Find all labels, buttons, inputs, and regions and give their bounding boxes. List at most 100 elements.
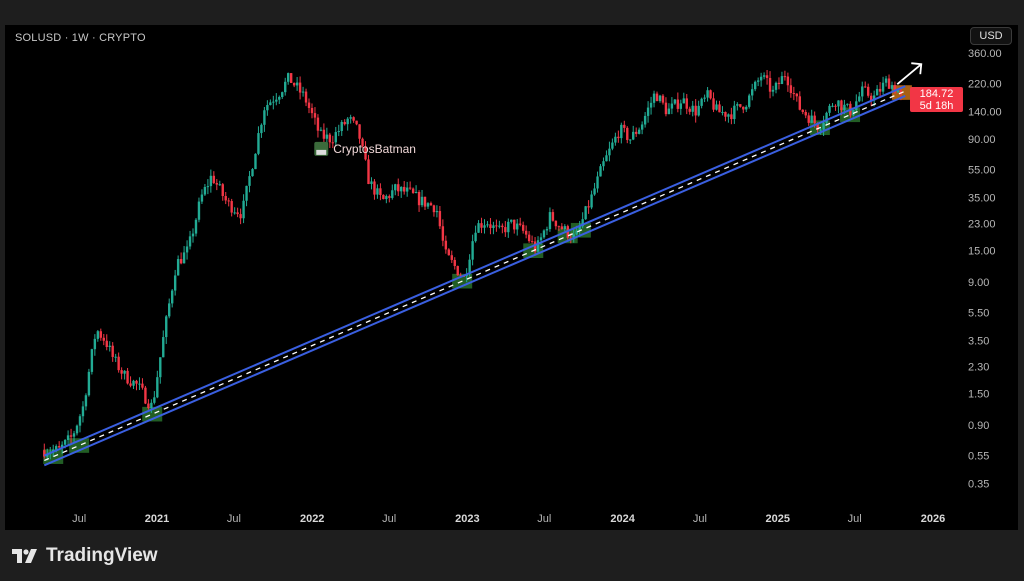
candle-up [548,212,552,230]
candle-up [266,105,269,111]
y-tick-label: 1.50 [968,388,989,400]
candle-up [545,229,549,231]
candle-up [736,104,739,106]
candle-down [801,109,804,112]
price-chart[interactable]: 360.00 220.00 140.00 90.00 55.00 35.00 23.00 15… [5,25,1018,530]
y-tick-label: 0.55 [968,451,989,463]
candle-down [212,175,216,184]
candle-up [578,226,581,231]
candle-down [221,184,224,197]
candle-up [114,356,117,358]
candle-down [459,275,462,277]
last-price: 184.72 [919,88,954,100]
candle-up [191,233,195,237]
candle-up [670,103,674,109]
candle-up [896,90,900,93]
candle-down [551,212,555,221]
candle-up [605,155,608,162]
candle-up [652,93,656,103]
candle-up [414,192,418,194]
candle-down [676,99,680,109]
avatar-detail [316,149,327,155]
chart-panel[interactable]: 360.00 220.00 140.00 90.00 55.00 35.00 23.00 15… [5,25,1018,530]
candle-up [78,416,82,426]
candle-up [200,194,204,202]
candle-down [364,146,367,160]
candle-up [159,357,162,378]
candle-down [215,183,219,185]
candle-up [132,380,135,386]
candle-down [43,450,46,457]
candle-up [498,225,501,227]
candle-down [768,77,772,92]
candle-down [367,159,370,185]
candle-up [646,107,650,116]
candle-up [780,76,784,85]
candle-down [328,134,332,143]
candle-up [721,111,724,113]
candle-down [834,105,837,107]
candle-down [417,192,421,206]
candle-up [516,223,519,230]
candle-down [224,196,227,201]
candle-down [480,223,483,228]
candle-down [742,106,745,110]
candle-up [697,105,700,116]
candle-down [111,345,114,357]
candle-up [843,104,846,111]
y-tick-label: 23.00 [968,219,996,231]
candle-up [745,106,748,110]
candle-down [129,383,132,386]
candle-up [667,108,671,115]
candle-up [254,153,257,170]
y-tick-label: 2.30 [968,362,989,374]
candle-up [385,196,388,200]
candle-up [774,82,778,90]
candle-down [408,187,412,189]
candle-up [301,91,305,93]
candle-down [102,337,105,341]
candle-down [527,234,531,242]
x-tick-label: Jul [382,513,396,525]
candle-up [325,134,329,139]
candle-up [63,439,67,445]
candle-up [260,124,263,134]
candle-down [685,98,688,109]
candle-up [337,131,340,133]
y-tick-label: 220.00 [968,78,1002,90]
candle-up [608,148,611,156]
candle-down [688,108,691,112]
candle-down [429,203,433,206]
candle-up [700,98,703,106]
candle-up [510,219,513,222]
candle-up [590,194,593,208]
candle-up [420,196,424,206]
candle-up [176,259,180,276]
candle-up [108,345,111,348]
tradingview-logo[interactable]: TradingView [12,545,158,567]
candle-up [611,142,614,149]
symbol-info: SOLUSD · 1W · CRYPTO [15,32,146,44]
candle-down [304,91,308,103]
candle-up [170,290,174,304]
candle-down [504,227,507,233]
candle-down [450,255,453,260]
candle-up [727,114,730,117]
x-tick-label: 2025 [766,513,790,525]
candle-down [501,225,504,228]
y-tick-label: 35.00 [968,193,996,205]
candle-down [135,380,138,384]
candle-up [602,161,605,167]
candle-down [438,211,442,227]
channel-upper-line [43,85,906,457]
tradingview-logo-text: TradingView [46,545,158,566]
candle-up [233,212,236,214]
currency-button[interactable]: USD [970,27,1012,45]
candle-up [394,184,397,191]
candle-up [284,81,287,93]
candle-up [295,82,299,86]
candle-down [792,93,796,95]
x-tick-label: Jul [72,513,86,525]
candle-up [90,349,94,372]
candle-down [322,129,326,139]
